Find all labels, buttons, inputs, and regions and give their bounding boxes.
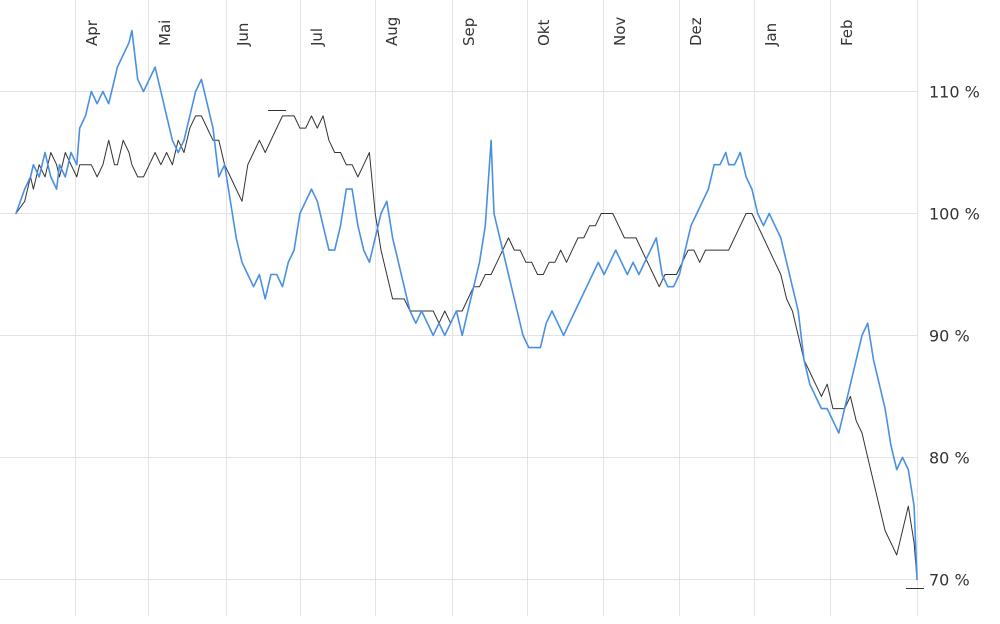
y-tick-label: 90 %: [929, 326, 970, 345]
x-axis-labels: Apr Mai Jun Jul Aug Sep Okt Nov Dez Jan Feb: [83, 17, 856, 47]
series-lines: [15, 29, 918, 581]
x-tick-label: Jun: [234, 23, 252, 47]
x-tick-label: Feb: [838, 19, 856, 46]
y-tick-label: 110 %: [929, 82, 980, 101]
vertical-grid: [75, 0, 918, 616]
end-marks: [268, 110, 924, 589]
series-line-black: [15, 115, 918, 580]
x-tick-label: Sep: [460, 18, 478, 46]
y-axis-labels: 110 % 100 % 90 % 80 % 70 %: [929, 82, 980, 589]
series-line-blue: [15, 29, 918, 581]
x-tick-label: Dez: [687, 17, 705, 46]
horizontal-grid: [0, 91, 918, 580]
y-tick-label: 100 %: [929, 204, 980, 223]
x-tick-label: Okt: [535, 20, 553, 46]
y-tick-label: 70 %: [929, 570, 970, 589]
x-tick-label: Aug: [383, 17, 401, 46]
y-tick-label: 80 %: [929, 448, 970, 467]
x-tick-label: Nov: [611, 17, 629, 46]
x-tick-label: Mai: [156, 20, 174, 46]
x-tick-label: Jul: [308, 28, 326, 47]
x-tick-label: Apr: [83, 19, 101, 46]
x-tick-label: Jan: [762, 23, 780, 47]
